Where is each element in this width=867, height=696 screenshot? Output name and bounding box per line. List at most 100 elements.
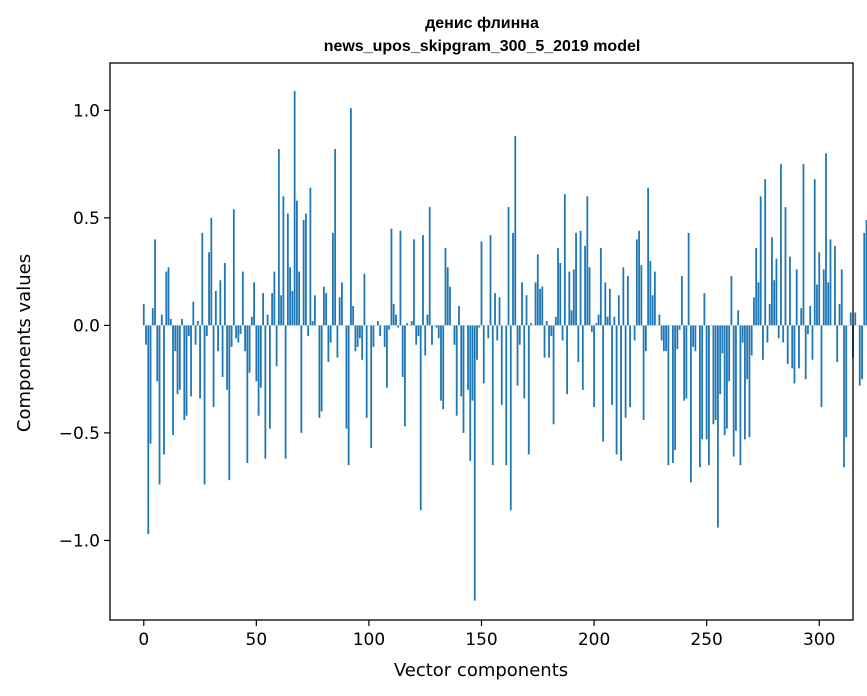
bar-133	[442, 325, 445, 410]
bar-50	[255, 325, 258, 382]
bar-1	[145, 325, 147, 345]
bar-97	[361, 325, 364, 360]
bar-31	[212, 325, 215, 408]
bar-247	[699, 325, 701, 468]
bar-165	[514, 136, 517, 326]
bar-47	[248, 325, 251, 373]
bar-42	[237, 325, 240, 343]
bar-205	[604, 282, 607, 326]
bar-110	[390, 228, 393, 326]
bar-16	[178, 325, 181, 390]
bar-41	[235, 325, 237, 339]
bar-57	[271, 293, 274, 326]
x-tick-label-300: 300	[803, 630, 835, 650]
bar-117	[406, 323, 409, 326]
bar-38	[228, 325, 231, 481]
bar-245	[694, 325, 697, 352]
bar-13	[172, 325, 174, 436]
bar-113	[397, 325, 400, 328]
bar-130	[435, 325, 438, 328]
bar-86	[336, 325, 339, 358]
x-tick-label-200: 200	[578, 630, 610, 650]
bar-149	[478, 325, 481, 328]
plot-frame	[109, 62, 854, 621]
bar-222	[642, 325, 645, 420]
bar-32	[214, 290, 217, 326]
x-tick-label-0: 0	[138, 630, 149, 650]
bar-283	[780, 164, 782, 326]
bar-259	[726, 325, 728, 429]
bar-119	[410, 321, 413, 326]
bar-175	[536, 254, 539, 326]
bar-167	[518, 325, 521, 345]
bar-90	[345, 325, 348, 429]
bar-48	[250, 316, 253, 326]
bar-229	[658, 314, 661, 326]
bar-115	[401, 325, 404, 377]
bar-151	[482, 325, 485, 384]
bar-111	[392, 303, 395, 326]
bar-278	[768, 303, 771, 326]
y-tick-label-2: 0.0	[73, 316, 100, 336]
bar-188	[566, 325, 568, 395]
y-tick-label-0: −1.0	[59, 531, 100, 551]
bar-10	[165, 271, 168, 326]
bar-139	[455, 325, 458, 416]
bar-155	[491, 325, 494, 466]
bar-124	[422, 235, 424, 326]
bar-67	[293, 90, 296, 326]
bar-59	[275, 325, 278, 367]
bar-289	[793, 325, 796, 384]
bar-25	[199, 325, 201, 399]
bar-238	[678, 325, 681, 330]
bar-198	[588, 267, 591, 326]
bar-126	[426, 314, 429, 326]
bar-156	[494, 293, 496, 326]
bar-140	[458, 306, 460, 326]
bar-73	[307, 325, 310, 337]
bar-131	[437, 325, 440, 339]
bar-196	[584, 245, 586, 326]
bar-49	[253, 282, 255, 326]
bar-29	[208, 252, 210, 326]
bar-162	[507, 207, 510, 326]
bar-179	[545, 321, 548, 326]
bar-307	[834, 245, 836, 326]
bar-271	[753, 297, 755, 326]
bar-11	[167, 267, 170, 326]
bar-163	[509, 325, 512, 511]
bar-293	[802, 164, 805, 326]
bar-281	[775, 258, 778, 326]
bar-81	[325, 293, 328, 326]
bar-88	[341, 282, 343, 326]
bar-43	[239, 325, 242, 334]
bar-297	[811, 325, 814, 360]
bar-231	[662, 325, 665, 352]
bar-52	[259, 325, 262, 388]
bar-296	[809, 306, 812, 326]
bar-135	[446, 267, 449, 326]
bar-23	[194, 325, 197, 345]
bar-136	[449, 286, 451, 326]
bar-104	[377, 321, 379, 326]
bar-21	[190, 325, 192, 397]
bar-132	[440, 325, 442, 401]
bar-237	[676, 325, 679, 350]
bar-123	[419, 325, 422, 511]
bar-257	[721, 325, 724, 354]
bar-34	[219, 280, 222, 326]
bar-197	[586, 196, 589, 326]
bar-248	[701, 325, 704, 440]
bar-225	[649, 260, 652, 326]
bar-208	[611, 325, 613, 405]
y-axis-ticks: −1.0 −0.5 0.0 0.5 1.0	[59, 101, 110, 551]
bar-69	[298, 271, 301, 326]
bar-187	[563, 194, 566, 326]
bar-40	[232, 209, 235, 326]
bar-288	[791, 325, 794, 369]
bar-215	[626, 275, 629, 326]
bar-166	[516, 325, 519, 386]
bar-107	[383, 325, 386, 347]
bar-270	[750, 325, 753, 356]
